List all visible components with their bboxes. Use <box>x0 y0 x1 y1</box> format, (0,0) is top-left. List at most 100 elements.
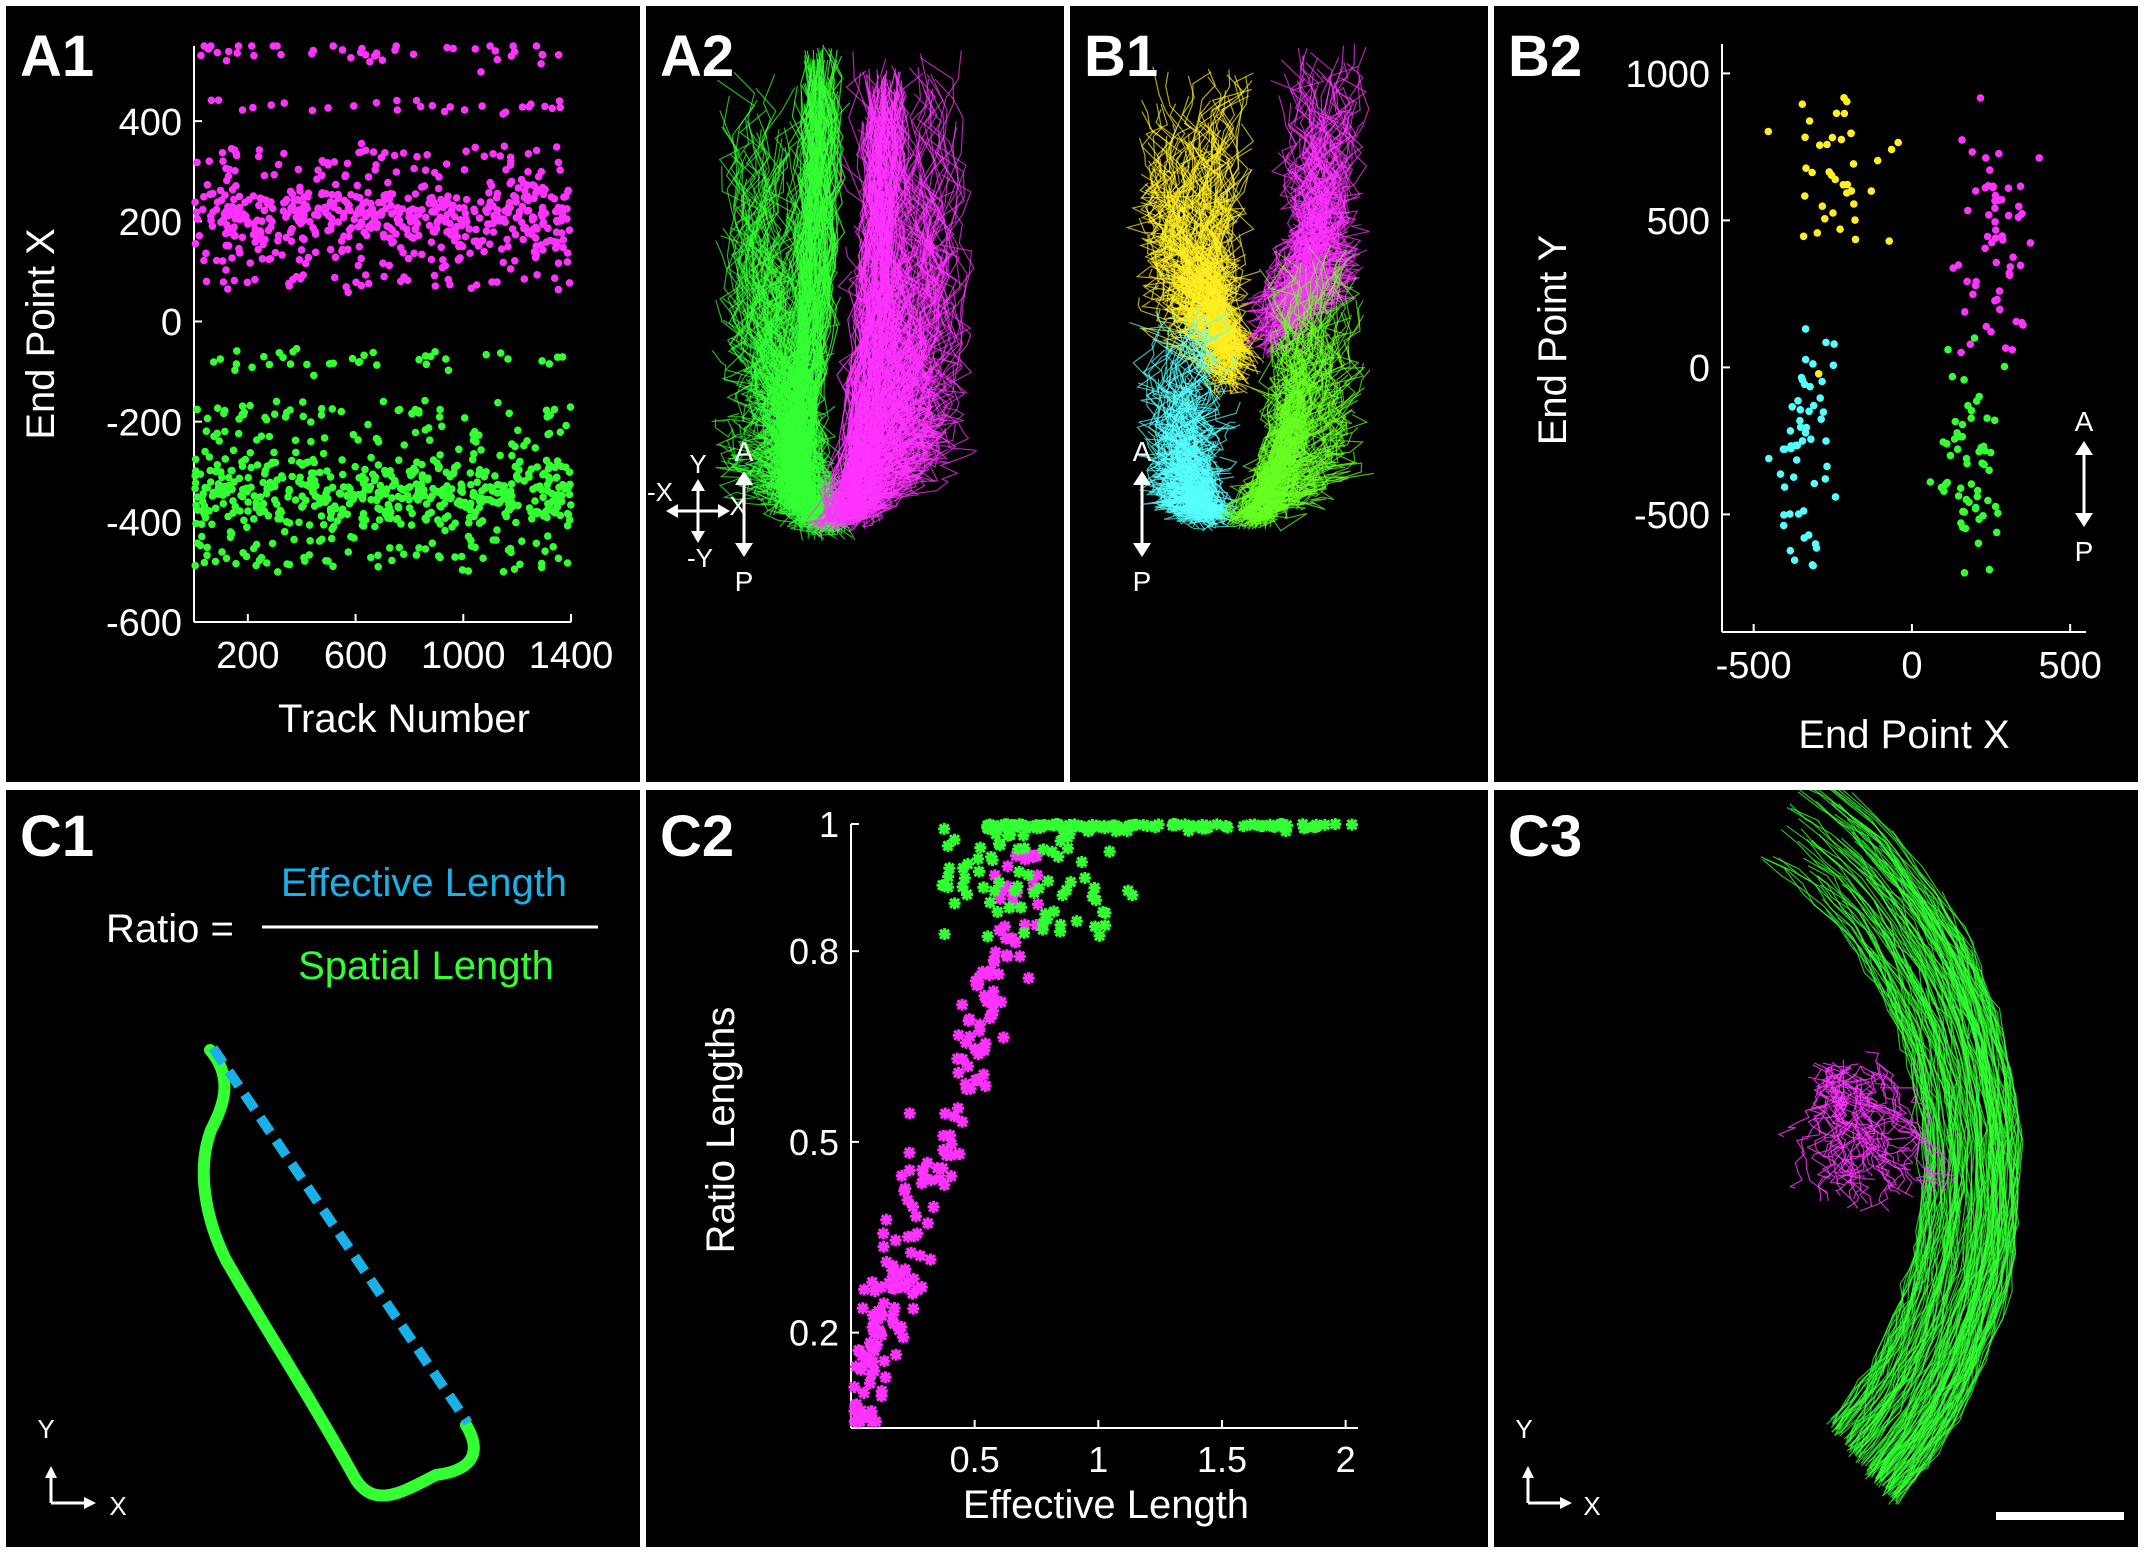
trajectory <box>846 123 893 490</box>
data-marker <box>1329 818 1342 831</box>
data-marker <box>984 896 997 909</box>
data-point <box>356 194 364 202</box>
data-point <box>503 235 511 244</box>
data-marker <box>1092 820 1105 833</box>
trajectory <box>1808 790 2003 1483</box>
data-point <box>270 410 279 419</box>
data-point <box>1819 408 1828 416</box>
data-point <box>369 148 378 156</box>
data-point <box>1850 200 1858 208</box>
data-point <box>374 551 382 560</box>
data-point <box>322 189 330 198</box>
data-marker <box>944 1149 957 1162</box>
data-marker <box>998 920 1011 933</box>
data-point <box>391 46 399 54</box>
data-point <box>1989 182 1997 191</box>
data-point <box>1829 209 1837 217</box>
x-tick-label: 1400 <box>529 635 614 677</box>
data-point <box>319 449 328 458</box>
data-point <box>277 50 285 59</box>
x-tick-label: -500 <box>1716 645 1792 687</box>
data-point <box>449 44 458 53</box>
data-point <box>493 526 501 534</box>
trajectory <box>1148 268 1223 374</box>
data-point <box>219 278 228 286</box>
data-point <box>493 499 502 507</box>
c2-scatter-chart: 0.5 1 1.5 2 1 0.8 0.5 0.2 Effective Length Ratio … <box>699 804 1358 1527</box>
trajectory <box>1161 321 1211 519</box>
data-marker <box>1137 818 1150 831</box>
data-point <box>304 193 312 201</box>
data-point <box>555 483 563 492</box>
data-point <box>225 165 234 174</box>
data-marker <box>1031 898 1044 911</box>
data-point <box>250 492 259 500</box>
data-point <box>287 456 296 465</box>
data-marker <box>944 1129 957 1142</box>
data-point <box>500 142 509 150</box>
data-point <box>238 462 247 471</box>
data-marker <box>1018 842 1031 855</box>
trajectory <box>1193 301 1254 367</box>
data-point <box>2026 239 2035 247</box>
data-marker <box>1042 875 1055 888</box>
data-marker <box>1149 819 1162 832</box>
data-point <box>336 490 345 498</box>
data-point <box>413 458 421 467</box>
data-point <box>486 240 494 248</box>
data-point <box>265 214 274 223</box>
data-point <box>220 217 228 225</box>
y-axis-label: Ratio Lengths <box>699 1007 743 1254</box>
data-point <box>328 405 337 413</box>
data-point <box>478 102 486 110</box>
y-tick-label: 500 <box>1647 201 1710 243</box>
data-point <box>1837 135 1846 144</box>
data-point <box>310 458 319 467</box>
data-point <box>478 494 486 503</box>
data-point <box>1832 109 1841 118</box>
trajectory <box>774 80 826 509</box>
data-point <box>1926 478 1935 486</box>
data-marker <box>899 1281 912 1294</box>
data-marker <box>906 1200 919 1213</box>
trajectory <box>1800 828 1974 1458</box>
data-marker <box>938 1178 951 1191</box>
data-point <box>329 562 337 571</box>
data-marker <box>1039 908 1052 921</box>
data-point <box>557 462 566 471</box>
data-point <box>505 409 513 418</box>
data-point <box>452 194 461 202</box>
data-point <box>1873 156 1882 165</box>
data-point <box>1958 136 1966 144</box>
trajectory <box>842 87 890 484</box>
data-point <box>515 458 524 467</box>
data-point <box>1793 441 1802 450</box>
data-point <box>519 235 527 244</box>
y-tick-label: -400 <box>106 503 182 545</box>
data-point <box>353 181 362 190</box>
data-point <box>386 510 394 519</box>
data-point <box>464 532 473 541</box>
data-marker <box>1008 884 1021 897</box>
data-point <box>440 107 449 116</box>
data-point <box>199 490 207 498</box>
data-point <box>420 182 429 190</box>
data-marker <box>956 998 969 1011</box>
data-point <box>397 520 405 528</box>
data-point <box>475 519 484 527</box>
data-point <box>2000 362 2009 371</box>
data-point <box>278 251 286 259</box>
trajectory <box>1286 66 1354 354</box>
data-point <box>225 210 233 218</box>
trajectory <box>1842 1065 1877 1177</box>
trajectory <box>1821 898 1932 1424</box>
trajectory <box>730 446 831 532</box>
data-point <box>472 225 480 234</box>
data-marker <box>1182 824 1195 837</box>
data-point <box>218 257 227 265</box>
data-point <box>1962 495 1971 504</box>
data-point <box>1991 204 1999 212</box>
trajectory <box>1832 1095 1880 1209</box>
data-point <box>377 211 386 219</box>
data-point <box>554 259 563 267</box>
